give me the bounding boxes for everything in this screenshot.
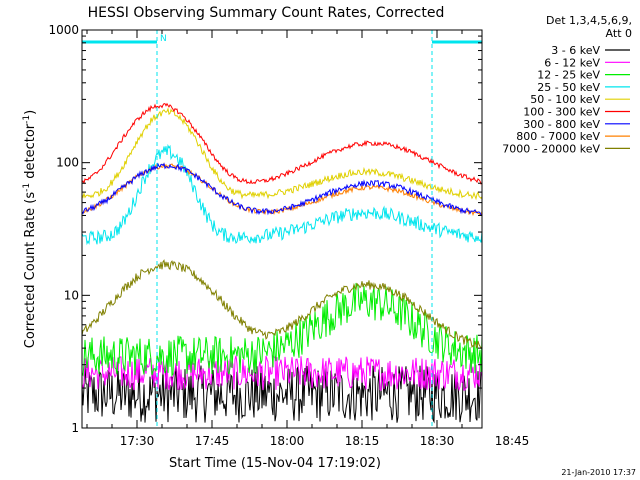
series-line bbox=[81, 282, 483, 377]
series-line bbox=[81, 365, 483, 424]
series-line bbox=[81, 355, 483, 392]
y-tick-label: 100 bbox=[56, 156, 79, 170]
y-tick-label: 10 bbox=[64, 288, 79, 302]
plot-frame bbox=[81, 29, 483, 429]
chart-title: HESSI Observing Summary Count Rates, Cor… bbox=[88, 5, 445, 21]
legend-item-label: 100 - 300 keV bbox=[523, 106, 600, 119]
series-layer bbox=[81, 102, 483, 424]
y-axis-label-part1: Corrected Count Rate (s bbox=[23, 192, 38, 349]
x-tick-label: 18:15 bbox=[345, 434, 380, 448]
legend-item-label: 3 - 6 keV bbox=[551, 44, 600, 57]
y-axis-label-sup1: -1 bbox=[22, 183, 32, 192]
x-tick-label: 17:30 bbox=[120, 434, 155, 448]
series-line bbox=[81, 107, 483, 201]
y-tick-label: 1000 bbox=[48, 23, 79, 37]
legend-header-line2: Att 0 bbox=[606, 27, 632, 40]
y-axis-ticks: 1 10 100 1000 bbox=[48, 23, 482, 435]
x-axis-label: Start Time (15-Nov-04 17:19:02) bbox=[169, 456, 381, 471]
legend-item-label: 25 - 50 keV bbox=[537, 81, 600, 94]
x-tick-label: 17:45 bbox=[195, 434, 230, 448]
x-tick-label: 18:30 bbox=[420, 434, 455, 448]
legend-item-label: 50 - 100 keV bbox=[530, 93, 600, 106]
y-tick-label: 1 bbox=[71, 421, 79, 435]
series-line bbox=[81, 259, 483, 349]
legend-item-label: 6 - 12 keV bbox=[544, 56, 600, 69]
x-tick-label: 18:00 bbox=[270, 434, 305, 448]
night-marker-label: N bbox=[160, 34, 167, 44]
footer-timestamp: 21-Jan-2010 17:37 bbox=[561, 468, 636, 477]
night-indicator-bars: N bbox=[82, 34, 482, 44]
series-line bbox=[81, 162, 483, 217]
y-axis-label-sup2: -1 bbox=[22, 115, 32, 124]
series-line bbox=[81, 143, 483, 246]
y-axis-label-part3: ) bbox=[23, 110, 38, 115]
x-axis-ticks: 17:30 17:45 18:00 18:15 18:30 18:45 bbox=[86, 30, 530, 448]
y-axis-label: Corrected Count Rate (s-1 detector-1) bbox=[22, 110, 38, 348]
series-line bbox=[81, 162, 483, 216]
y-axis-label-part2: detector bbox=[23, 123, 38, 183]
legend-item-label: 12 - 25 keV bbox=[537, 69, 600, 82]
x-tick-label: 18:45 bbox=[495, 434, 530, 448]
legend-item-label: 300 - 800 keV bbox=[523, 118, 600, 131]
series-line bbox=[81, 102, 483, 185]
legend-item-label: 800 - 7000 keV bbox=[516, 130, 600, 143]
legend-header-line1: Det 1,3,4,5,6,9, bbox=[546, 14, 632, 27]
legend-item-label: 7000 - 20000 keV bbox=[502, 142, 600, 155]
